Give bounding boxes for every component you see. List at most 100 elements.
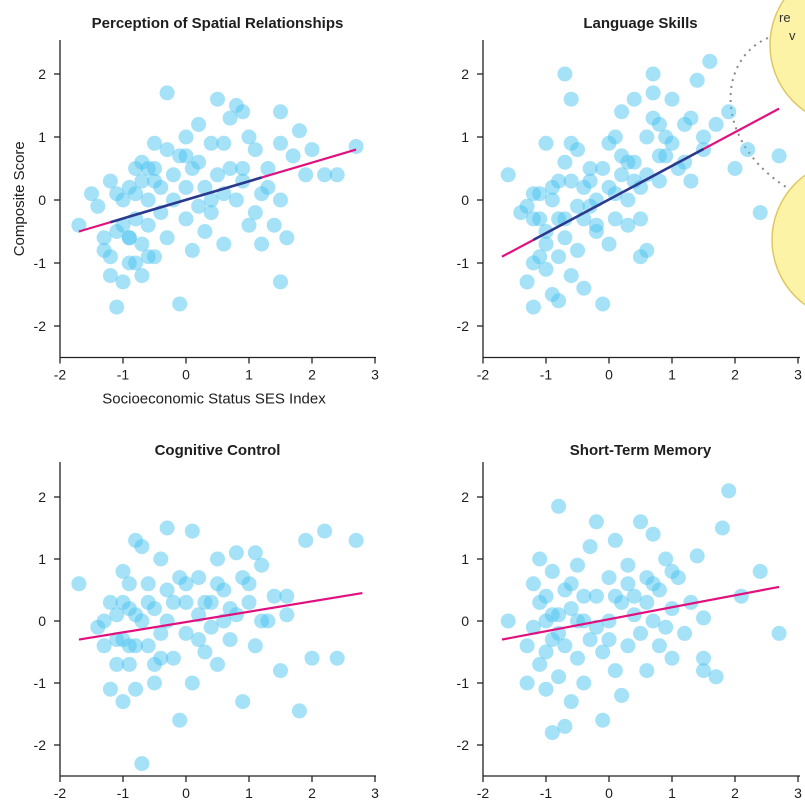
data-point — [563, 694, 579, 710]
data-point — [651, 148, 667, 164]
x-tick-label: 0 — [182, 367, 190, 383]
data-point — [570, 557, 585, 573]
data-point — [576, 280, 592, 296]
data-point — [109, 299, 125, 315]
y-tick-label: -1 — [34, 255, 47, 271]
data-point — [228, 192, 244, 208]
regression-line — [501, 585, 780, 641]
data-point — [241, 129, 257, 145]
data-point — [102, 268, 118, 284]
data-point — [570, 650, 585, 666]
data-point — [696, 610, 711, 626]
data-point — [551, 293, 567, 309]
data-point — [544, 563, 560, 579]
data-point — [626, 91, 642, 107]
y-tick-label: -1 — [457, 255, 470, 271]
data-point — [121, 230, 137, 246]
data-point — [620, 576, 636, 592]
data-point — [576, 588, 592, 604]
data-point — [551, 498, 567, 514]
data-point — [582, 632, 598, 648]
data-point — [582, 198, 598, 214]
data-point — [614, 148, 630, 164]
data-point — [115, 217, 131, 233]
x-tick-label: 2 — [731, 367, 739, 383]
data-point — [532, 594, 548, 610]
data-point — [115, 274, 131, 290]
data-point — [178, 594, 194, 610]
data-point — [696, 650, 711, 666]
y-tick-label: 1 — [461, 551, 469, 567]
data-point — [557, 211, 573, 227]
data-point — [614, 687, 630, 703]
data-point — [563, 173, 579, 189]
data-point — [607, 532, 623, 548]
data-point — [102, 594, 118, 610]
data-point — [273, 104, 288, 120]
x-tick-label: 1 — [245, 785, 253, 801]
data-point — [210, 167, 225, 183]
data-point — [538, 613, 554, 629]
data-point — [570, 242, 585, 258]
x-tick-label: -2 — [477, 785, 490, 801]
data-point — [147, 135, 162, 151]
data-point — [525, 299, 541, 315]
data-point — [689, 548, 705, 564]
chart-title: Short-Term Memory — [570, 442, 712, 459]
data-points — [500, 483, 787, 741]
data-point — [639, 594, 655, 610]
y-tick-label: 1 — [38, 129, 46, 145]
data-point — [538, 644, 554, 660]
data-point — [210, 551, 225, 567]
data-point — [633, 514, 648, 530]
data-point — [159, 520, 175, 536]
data-point — [771, 148, 787, 164]
x-tick-label: -1 — [540, 785, 553, 801]
data-points — [71, 85, 364, 315]
data-point — [544, 192, 560, 208]
data-point — [210, 656, 225, 672]
data-point — [708, 669, 724, 685]
data-point — [771, 625, 787, 641]
data-point — [525, 619, 541, 635]
data-point — [525, 186, 541, 202]
data-point — [298, 167, 314, 183]
chart-panel-2: Language Skills -2 -1 0 1 2 3 -2 -1 0 1 2 — [457, 15, 803, 383]
data-point — [651, 638, 667, 654]
data-point — [702, 53, 718, 69]
callout-bubble-bottom — [771, 174, 805, 306]
y-tick-label: -2 — [34, 737, 47, 753]
x-tick-label: 3 — [371, 785, 379, 801]
data-point — [102, 249, 118, 265]
data-point — [191, 116, 207, 132]
data-point — [595, 161, 611, 176]
data-point — [614, 104, 630, 120]
data-point — [551, 669, 567, 685]
data-point — [247, 545, 263, 561]
x-tick-label: 3 — [794, 367, 802, 383]
regression-core-segment — [110, 176, 262, 224]
y-tick-label: 0 — [38, 192, 46, 208]
data-point — [500, 613, 516, 629]
y-tick-label: -2 — [457, 737, 470, 753]
data-point — [254, 236, 270, 252]
data-point — [557, 154, 573, 170]
data-point — [329, 167, 345, 183]
data-point — [639, 663, 655, 679]
x-tick-label: 2 — [308, 785, 316, 801]
data-point — [601, 236, 617, 252]
data-point — [601, 613, 617, 629]
data-point — [601, 570, 617, 586]
x-tick-label: -2 — [54, 367, 67, 383]
data-point — [633, 625, 648, 641]
data-point — [696, 663, 711, 679]
data-point — [620, 638, 636, 654]
data-point — [140, 192, 156, 208]
x-tick-label: 0 — [605, 785, 613, 801]
data-point — [664, 91, 680, 107]
data-point — [607, 663, 623, 679]
chart-panel-1: Perception of Spatial Relationships -2 -1 0… — [11, 15, 379, 408]
data-point — [279, 588, 295, 604]
y-tick-label: -1 — [34, 675, 47, 691]
chart-title: Language Skills — [583, 15, 697, 32]
